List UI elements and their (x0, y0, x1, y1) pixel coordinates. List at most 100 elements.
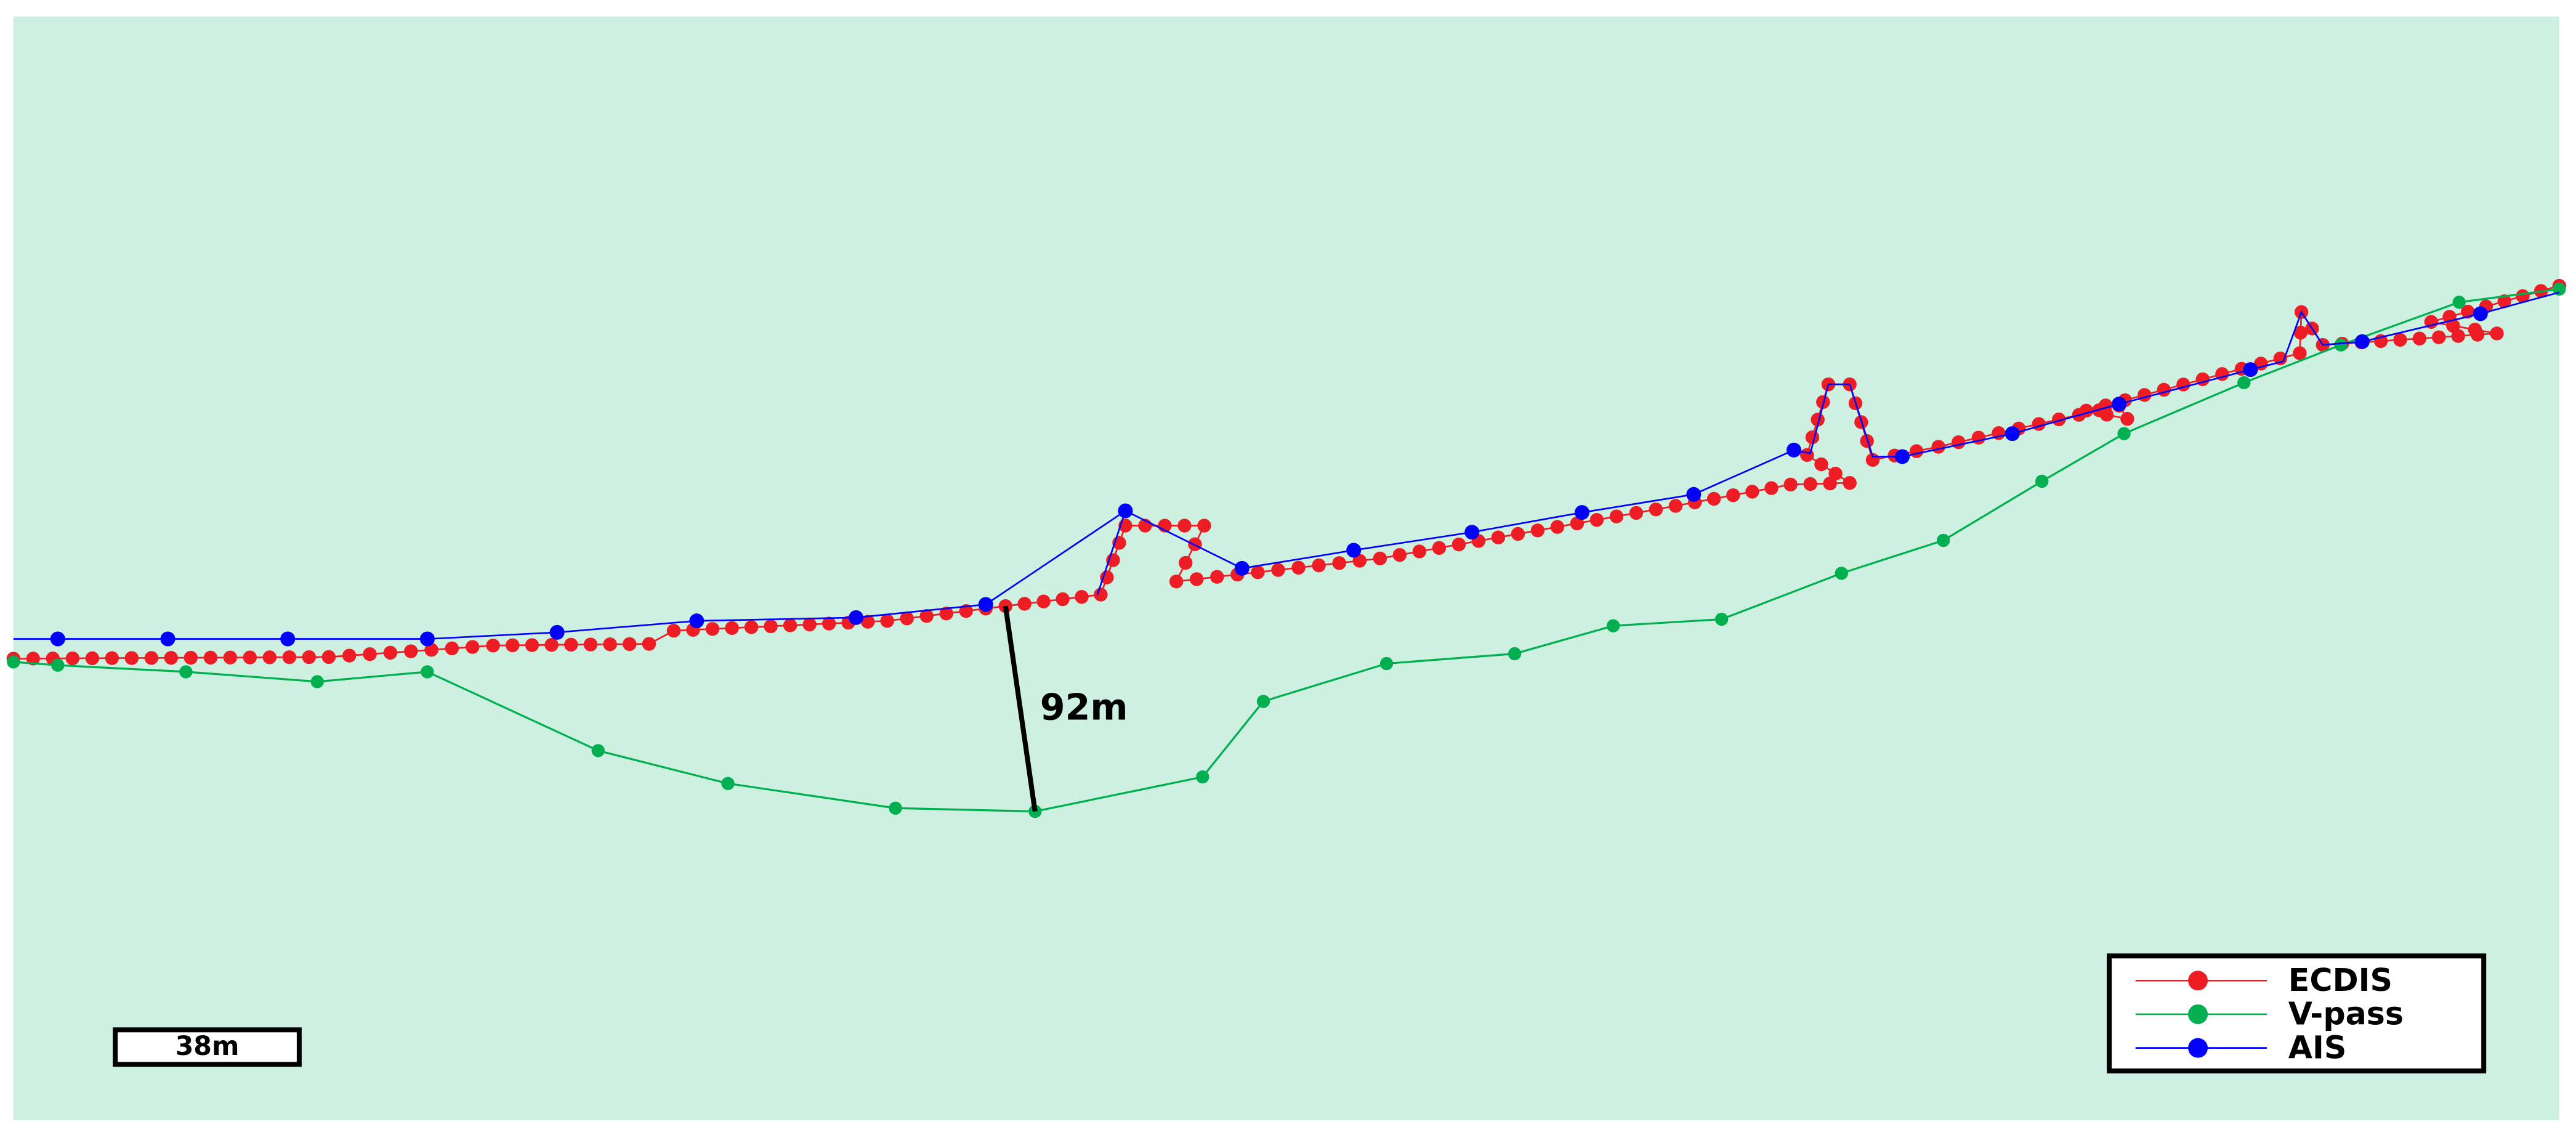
track-point (1017, 597, 1032, 611)
track-point (2293, 325, 2307, 340)
track-point (1811, 413, 1825, 427)
track-point (1312, 558, 1326, 573)
track-point (321, 650, 336, 664)
track-point (1786, 442, 1801, 458)
track-point (2035, 474, 2049, 488)
track-point (1909, 444, 1924, 458)
track-point (2473, 306, 2488, 321)
track-point (1511, 527, 1525, 541)
track-point (1550, 520, 1565, 534)
track-point (282, 650, 297, 664)
track-point (1783, 477, 1798, 492)
track-point (591, 744, 605, 757)
track-point (1352, 554, 1367, 568)
legend-label: ECDIS (2288, 962, 2392, 998)
track-point (1346, 543, 1362, 558)
track-point (1589, 513, 1604, 527)
track-point (421, 665, 434, 679)
track-point (363, 647, 377, 661)
track-point (2393, 333, 2407, 347)
track-point (2452, 296, 2466, 309)
track-point (1075, 590, 1089, 604)
track-point (2112, 397, 2127, 412)
legend-marker (2188, 1004, 2208, 1024)
track-line (13, 291, 2560, 640)
track-point (583, 637, 598, 652)
track-point (2334, 338, 2348, 352)
track-point (900, 611, 914, 626)
track-point (383, 645, 398, 660)
track-point (1952, 435, 1966, 450)
track-point (1609, 509, 1624, 523)
track-point (1803, 477, 1817, 491)
track-point (1668, 499, 1683, 513)
track-point (419, 631, 435, 647)
track-point (2490, 326, 2504, 341)
track-point (424, 642, 438, 657)
track-point (243, 650, 257, 664)
track-point (725, 621, 739, 636)
track-point (705, 622, 720, 636)
track-point (880, 613, 894, 628)
track-point (744, 620, 759, 634)
legend-marker (2188, 1038, 2208, 1058)
track-point (50, 631, 65, 647)
track-point (1190, 572, 1204, 586)
track-point (1895, 449, 1910, 464)
track-point (764, 619, 778, 634)
track-point (1179, 555, 1193, 570)
track-point (2497, 294, 2511, 309)
track-point (2176, 378, 2190, 392)
track-point (1210, 570, 1224, 584)
track-point (2138, 388, 2152, 402)
track-point (1291, 560, 1306, 575)
track-point (849, 610, 864, 625)
track-point (1118, 503, 1133, 519)
track-point (1412, 544, 1427, 559)
track-point (2099, 398, 2113, 413)
track-point (65, 651, 80, 666)
track-point (302, 650, 317, 664)
track-point (642, 637, 656, 651)
track-point (1169, 574, 1184, 589)
legend-label: AIS (2288, 1029, 2347, 1065)
track-point (822, 616, 836, 631)
track-point (2237, 376, 2251, 390)
track-point (1530, 523, 1545, 538)
track-point (939, 606, 953, 621)
track-point (1649, 502, 1663, 517)
track-point (2157, 382, 2171, 397)
track-point (1764, 481, 1779, 495)
track-point (802, 617, 817, 632)
track-point (689, 613, 705, 629)
track-point (7, 655, 20, 669)
track-point (1931, 440, 1945, 454)
track-point (1937, 533, 1950, 547)
track-point (1271, 563, 1285, 577)
track-point (2032, 417, 2046, 431)
track-point (2468, 323, 2482, 337)
scale-bar (113, 1027, 302, 1067)
track-point (603, 637, 617, 652)
track-point (445, 641, 459, 656)
track-point (666, 623, 681, 638)
track-point (160, 631, 176, 647)
track-point (1196, 770, 1209, 784)
legend-marker (2188, 971, 2208, 991)
track-point (2120, 411, 2134, 426)
track-point (1805, 430, 1820, 445)
track-point (506, 638, 520, 653)
track-point (262, 650, 277, 664)
track-point (2293, 346, 2307, 360)
track-point (2451, 329, 2465, 343)
track-point (1036, 594, 1051, 608)
track-point (1056, 592, 1070, 607)
track-point (124, 651, 139, 665)
track-point (486, 638, 500, 653)
track-point (2005, 426, 2020, 442)
track-point (1828, 466, 1843, 481)
track-point (1452, 537, 1466, 552)
track-point (2243, 362, 2258, 378)
